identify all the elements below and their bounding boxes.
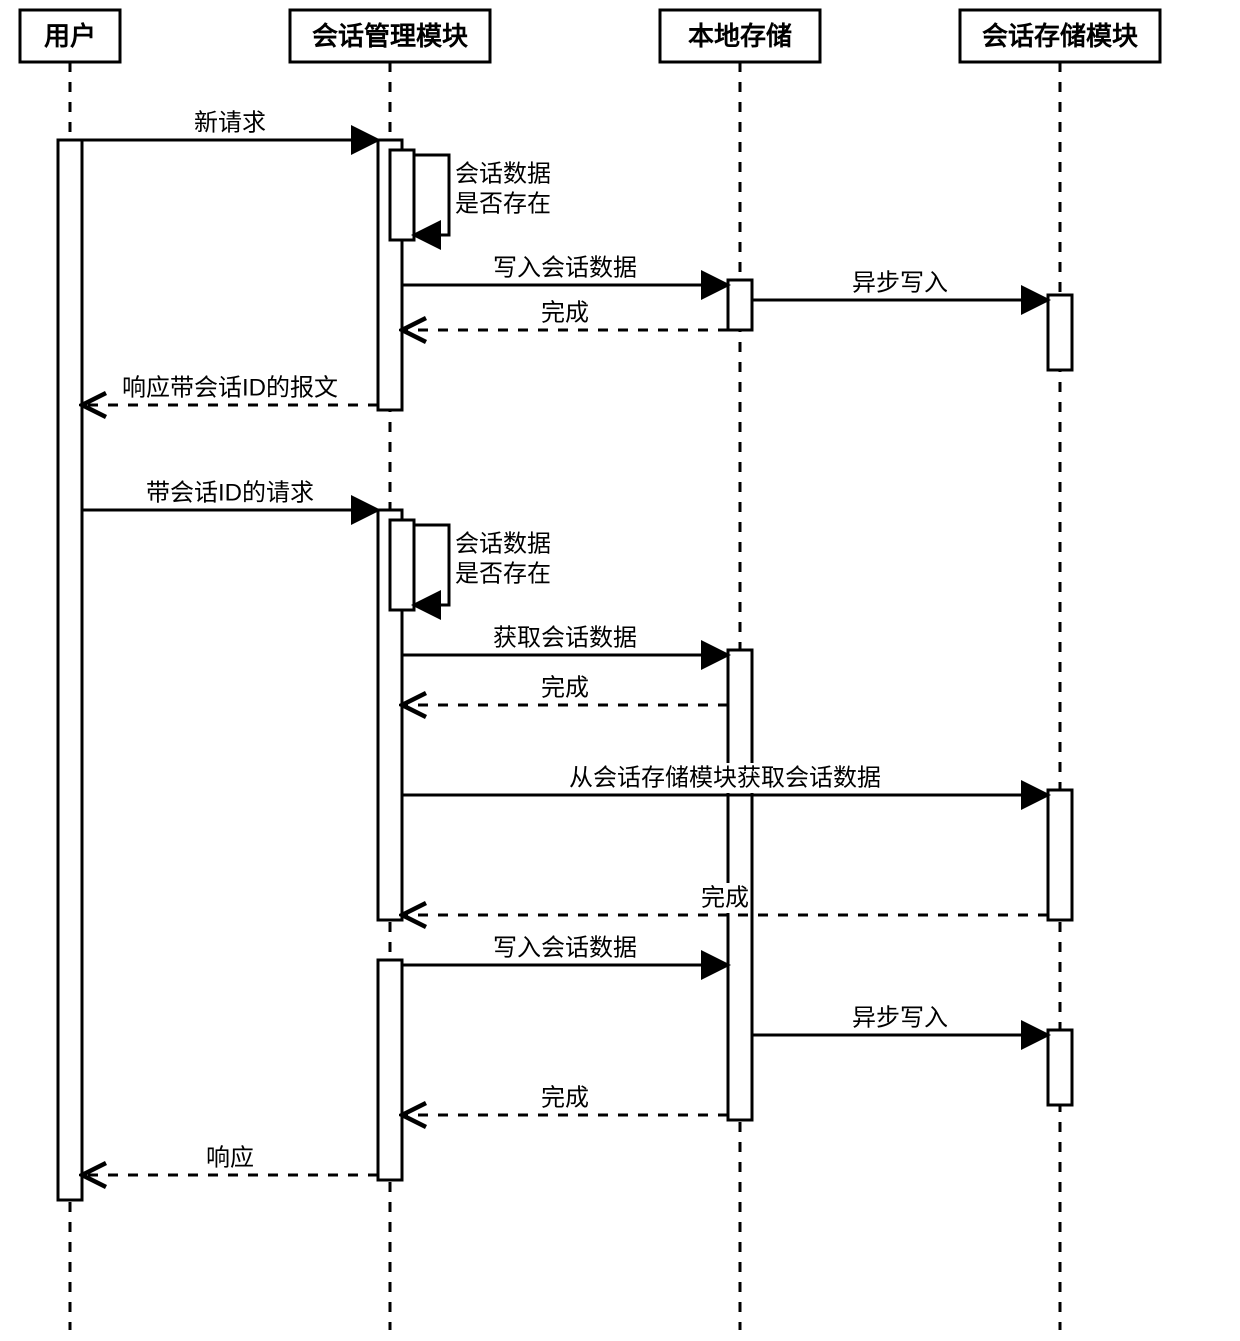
self-message-1 [414,155,449,235]
activation-user-0 [58,140,82,1200]
message-label-6: 带会话ID的请求 [146,479,314,506]
self-message-label-1-1: 是否存在 [455,190,551,217]
activation-session_store-10 [1048,1030,1072,1105]
message-label-11: 完成 [701,884,749,911]
participant-label-local_store: 本地存储 [688,21,792,51]
participant-label-session_mgr: 会话管理模块 [312,21,468,51]
sequence-diagram: 用户会话管理模块本地存储会话存储模块新请求会话数据是否存在写入会话数据异步写入完… [0,0,1240,1341]
activation-session_store-8 [1048,790,1072,920]
message-label-14: 完成 [541,1084,589,1111]
self-message-7 [414,525,449,605]
message-label-0: 新请求 [194,109,266,136]
self-message-label-7-1: 是否存在 [455,560,551,587]
message-label-5: 响应带会话ID的报文 [122,374,338,401]
message-label-8: 获取会话数据 [493,624,637,651]
message-label-13: 异步写入 [852,1004,948,1031]
message-label-4: 完成 [541,299,589,326]
activation-session_store-4 [1048,295,1072,370]
activation-session_mgr-9 [378,960,402,1180]
self-message-label-1-0: 会话数据 [455,160,551,187]
message-label-10: 从会话存储模块获取会话数据 [569,764,881,791]
activation-session_mgr-2 [390,150,414,240]
activation-local_store-3 [728,280,752,330]
message-label-12: 写入会话数据 [493,934,637,961]
message-label-3: 异步写入 [852,269,948,296]
participant-label-session_store: 会话存储模块 [982,21,1138,51]
self-message-label-7-0: 会话数据 [455,530,551,557]
message-label-2: 写入会话数据 [493,254,637,281]
message-label-15: 响应 [206,1144,254,1171]
participant-label-user: 用户 [44,21,96,51]
activation-session_mgr-6 [390,520,414,610]
message-label-9: 完成 [541,674,589,701]
